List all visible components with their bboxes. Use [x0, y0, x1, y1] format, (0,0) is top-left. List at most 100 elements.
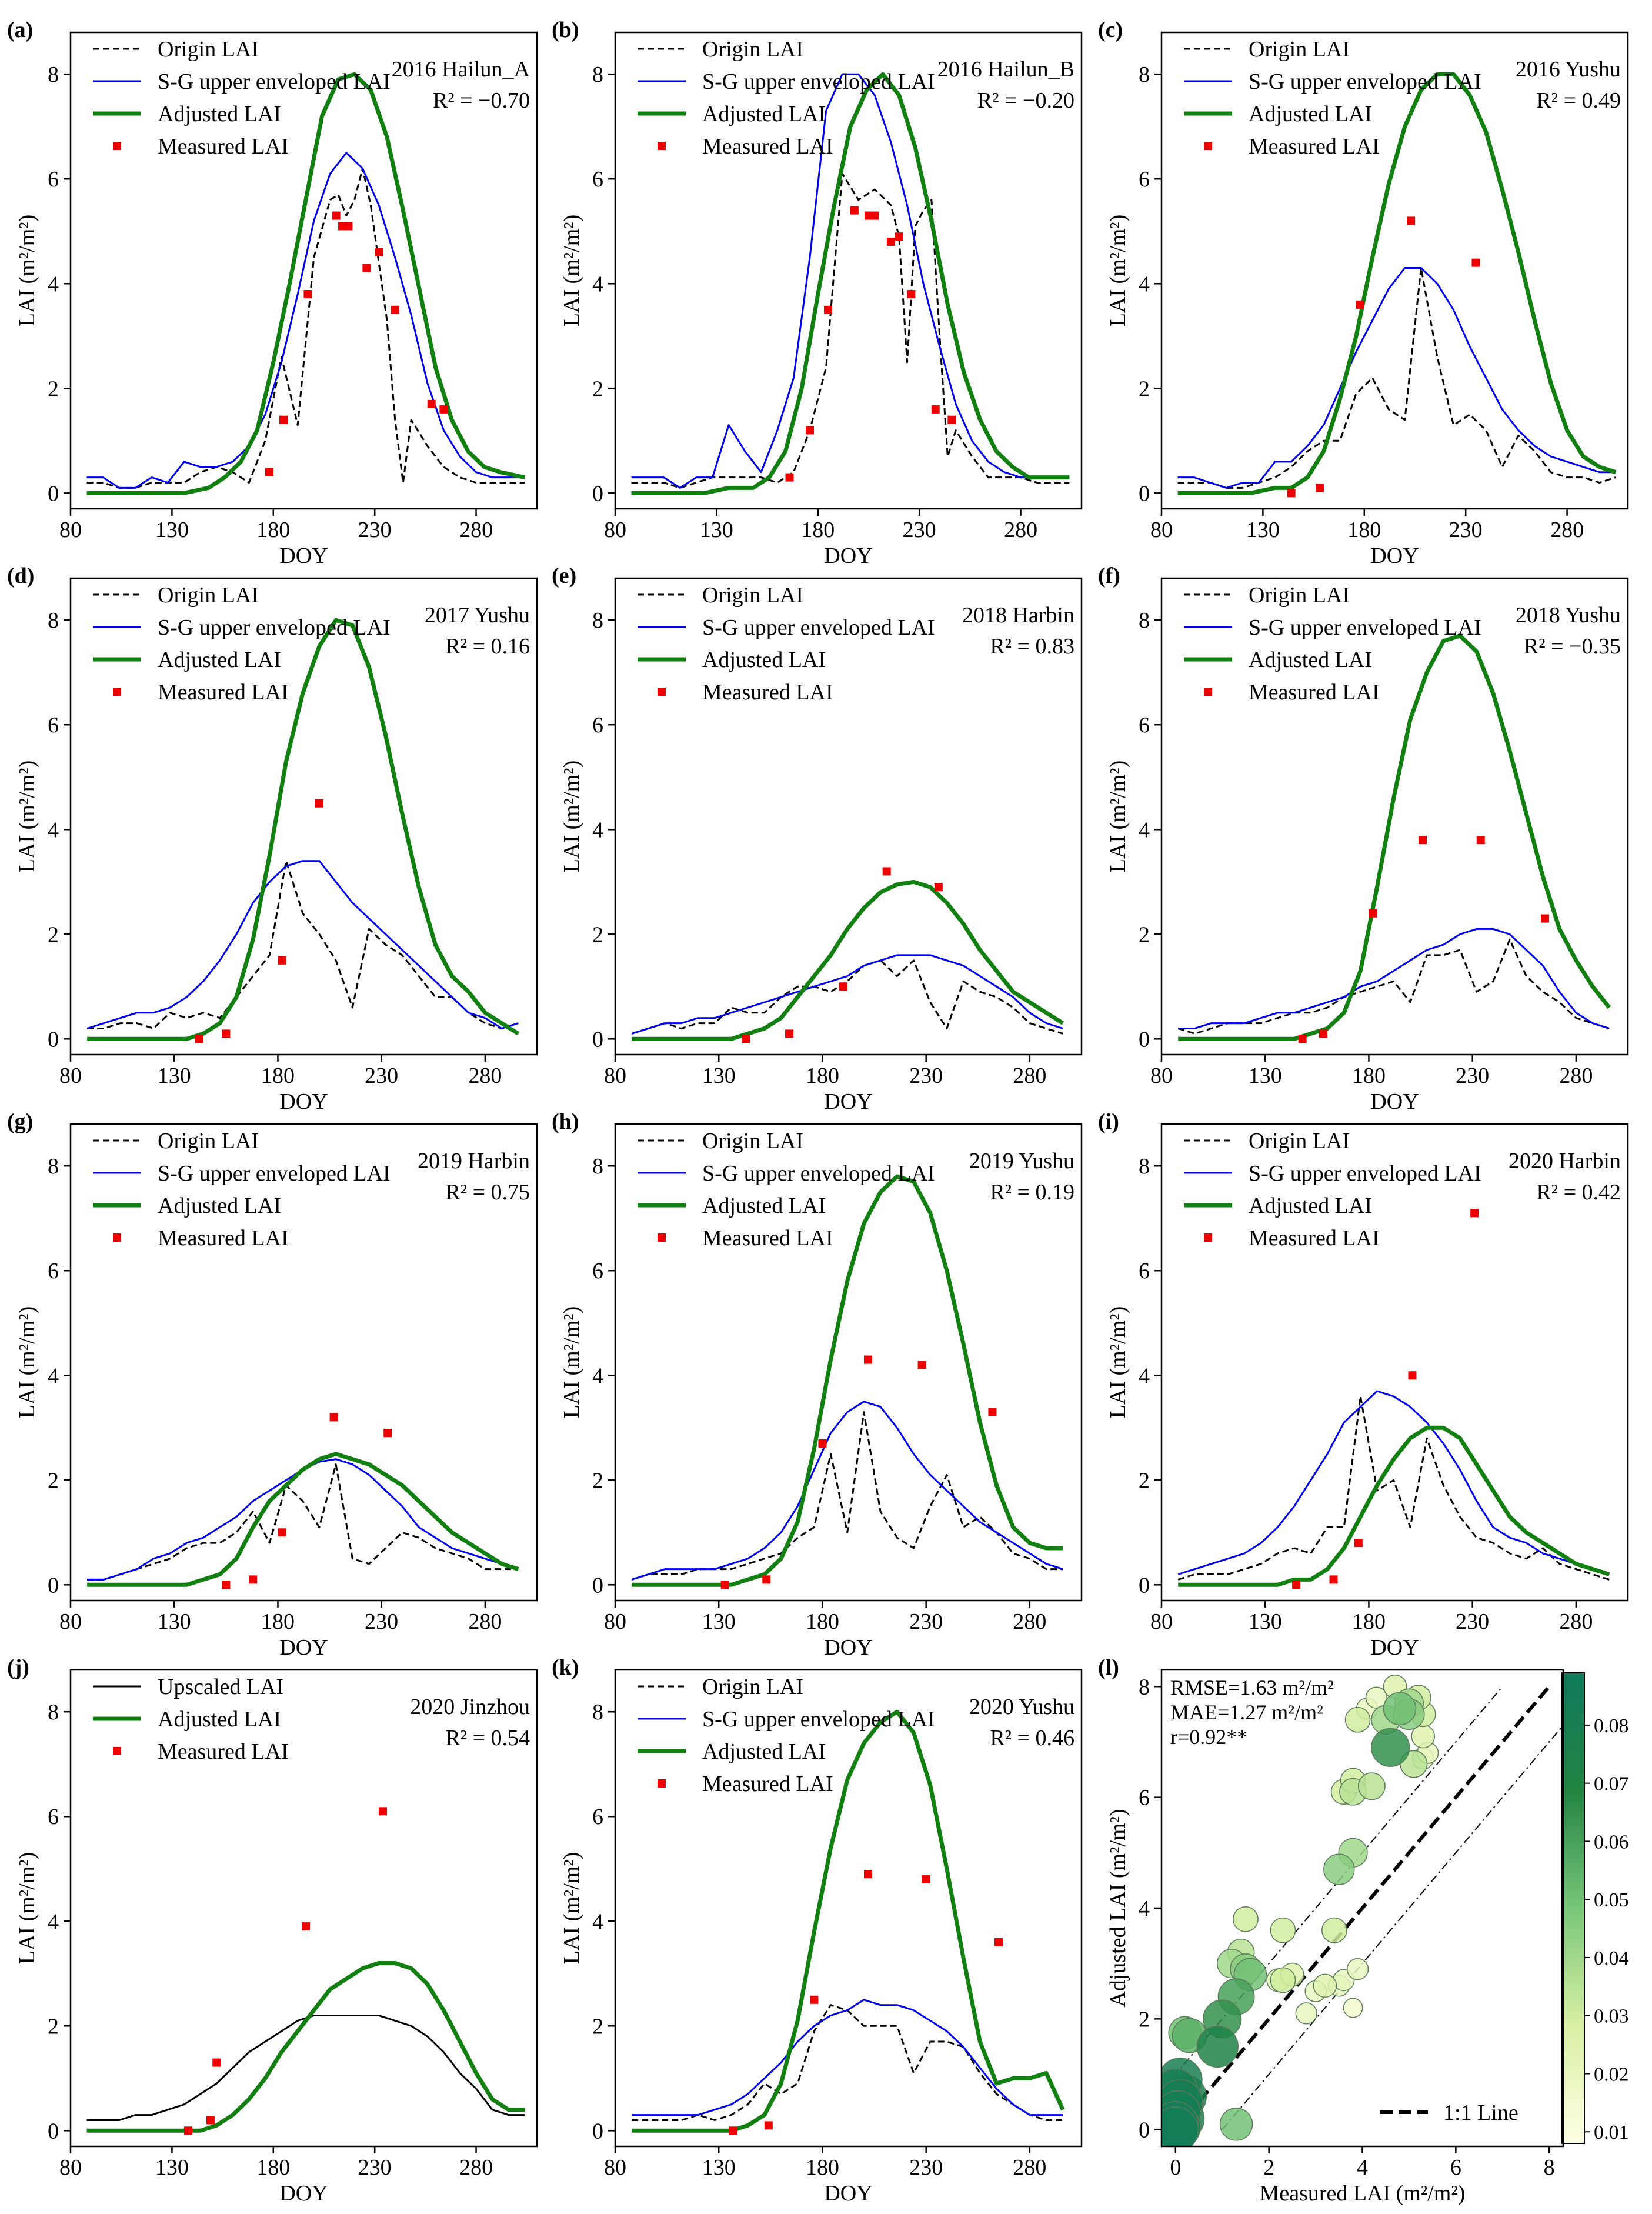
y-axis-label: LAI (m²/m²) [1106, 215, 1130, 327]
legend-label-origin: Origin LAI [1249, 1129, 1350, 1153]
plot-area [631, 72, 1070, 495]
measured-point [994, 1938, 1003, 1946]
panel-label: (d) [7, 563, 34, 588]
r2-label: R² = −0.35 [1524, 634, 1621, 659]
x-axis-label: Measured LAI (m²/m²) [1260, 2181, 1466, 2206]
plot-area [86, 1807, 525, 2135]
y-tick-label: 4 [592, 818, 603, 842]
plot-area [632, 1709, 1065, 2135]
scatter-point [1321, 1917, 1347, 1943]
measured-point [895, 232, 903, 241]
legend-label-sg: S-G upper enveloped LAI [158, 69, 391, 94]
axes-frame [1160, 1669, 1564, 2148]
x-tick-label: 280 [468, 1609, 502, 1634]
y-tick-label: 8 [48, 62, 59, 87]
legend-label-adjusted: Adjusted LAI [158, 102, 281, 126]
series-line-sg [86, 152, 525, 489]
panel-l: (l) 0 2 4 6 8 0 2 4 6 8 Measured LAI (m²/m²) Adjuste… [1098, 1655, 1629, 2206]
panel-h: (h) 80 130 180 230 280 0 2 4 6 8 DOY LAI (m²/m²) Orig… [552, 1109, 1083, 1660]
series-line-adjusted [86, 1961, 525, 2133]
measured-point [882, 867, 891, 876]
measured-point [907, 290, 916, 299]
series-line-adjusted [632, 879, 1064, 1041]
measured-point [303, 290, 312, 299]
series-line-sg [631, 73, 1070, 489]
y-tick-label: 6 [592, 167, 603, 192]
legend-swatch-measured [113, 1747, 121, 1755]
panel-label: (a) [7, 18, 33, 42]
series-line-sg [631, 1401, 1063, 1581]
legend-swatch-measured [1204, 1233, 1212, 1242]
measured-point [1354, 1539, 1363, 1548]
site-label: 2019 Harbin [418, 1149, 530, 1173]
x-tick-label: 280 [1550, 518, 1584, 542]
legend-label-sg: S-G upper enveloped LAI [158, 1161, 391, 1186]
x-tick-label: 80 [59, 2155, 82, 2180]
x-tick-label: 80 [59, 518, 82, 542]
measured-point [863, 1355, 872, 1364]
x-tick-label: 130 [702, 1063, 736, 1088]
x-tick-label: 180 [256, 518, 290, 542]
x-axis-label: DOY [1370, 1635, 1419, 1660]
measured-point [1407, 216, 1416, 225]
x-axis-label: DOY [279, 2181, 328, 2206]
measured-point [850, 206, 859, 215]
measured-point [720, 1581, 729, 1589]
x-tick-label: 130 [1249, 1609, 1282, 1634]
series-line-origin [1177, 938, 1610, 1035]
x-tick-label: 230 [1456, 1063, 1489, 1088]
y-tick-label: 0 [48, 1573, 59, 1598]
r2-label: R² = 0.83 [990, 634, 1074, 659]
measured-point [917, 1361, 926, 1369]
measured-point [1298, 1035, 1307, 1043]
x-tick-label: 180 [1347, 518, 1381, 542]
x-tick-label: 130 [158, 1063, 191, 1088]
y-tick-label: 0 [48, 2119, 59, 2143]
series-line-sg [1177, 267, 1616, 489]
axes-frame [1160, 1123, 1629, 1602]
legend-label-origin: Origin LAI [702, 37, 803, 62]
measured-point [870, 211, 879, 220]
axes-frame [614, 1669, 1083, 2148]
stats-line: MAE=1.27 m²/m² [1170, 1700, 1323, 1724]
legend-label-origin: Origin LAI [158, 583, 259, 608]
measured-point [1292, 1581, 1301, 1589]
y-tick-label: 2 [48, 376, 59, 401]
measured-point [785, 1029, 794, 1038]
legend-swatch-measured [113, 1233, 121, 1242]
y-tick-label: 4 [592, 1363, 603, 1388]
r2-label: R² = 0.42 [1536, 1180, 1621, 1205]
y-tick-label: 8 [592, 62, 603, 87]
legend-label-adjusted: Adjusted LAI [1249, 648, 1372, 672]
panel-g: (g) 80 130 180 230 280 0 2 4 6 8 DOY LAI (m²/m²) Orig… [7, 1109, 538, 1660]
legend-label-sg: S-G upper enveloped LAI [702, 1161, 935, 1186]
scatter-point [1323, 1853, 1355, 1885]
y-tick-label: 0 [1139, 1573, 1150, 1598]
x-tick-label: 280 [1559, 1609, 1593, 1634]
legend-label-sg: S-G upper enveloped LAI [158, 615, 391, 640]
measured-point [195, 1035, 203, 1043]
panel-i: (i) 80 130 180 230 280 0 2 4 6 8 DOY LAI (m²/m²) Orig… [1098, 1109, 1629, 1660]
panel-j: (j) 80 130 180 230 280 0 2 4 6 8 DOY LAI (m²/m²) Upsc… [7, 1655, 538, 2206]
legend-label-measured: Measured LAI [702, 680, 833, 705]
x-tick-label: 230 [903, 518, 936, 542]
measured-point [1356, 300, 1364, 309]
scatter-point [1270, 1967, 1296, 1993]
measured-point [947, 415, 956, 424]
y-tick-label: 8 [1139, 1675, 1150, 1699]
axes-frame [69, 1123, 538, 1602]
x-tick-label: 80 [1150, 1063, 1173, 1088]
x-tick-label: 180 [806, 2155, 839, 2180]
r2-label: R² = −0.20 [977, 88, 1074, 113]
y-tick-label: 0 [1139, 1027, 1150, 1052]
y-tick-label: 4 [592, 1909, 603, 1934]
panel-label: (l) [1098, 1655, 1119, 1680]
series-line-adjusted [1178, 1425, 1610, 1587]
y-tick-label: 8 [48, 608, 59, 633]
colorbar [1561, 1672, 1585, 2144]
series-line-origin [87, 860, 519, 1029]
y-tick-label: 4 [1139, 1363, 1150, 1388]
scatter-point [1233, 1906, 1259, 1932]
legend-label-measured: Measured LAI [158, 1226, 289, 1251]
